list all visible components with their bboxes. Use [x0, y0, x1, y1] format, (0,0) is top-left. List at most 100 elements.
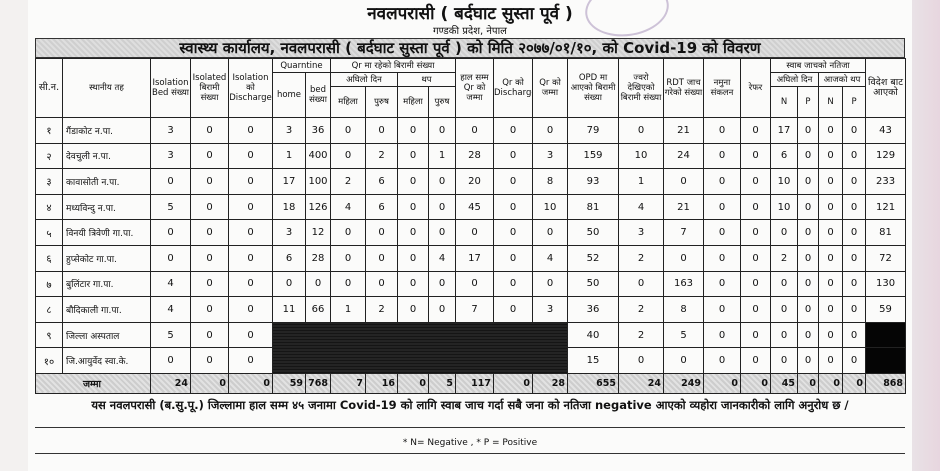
data-cell: 0	[797, 296, 819, 323]
data-cell: 0	[841, 296, 867, 323]
data-cell: 8	[663, 296, 704, 323]
data-cell: 0	[663, 347, 704, 374]
data-cell: 0	[818, 219, 843, 246]
data-cell: 0	[532, 270, 568, 298]
data-cell: 2	[618, 321, 664, 349]
total-cell: 28	[532, 372, 568, 394]
data-cell: 159	[567, 142, 619, 170]
data-cell: 10	[770, 193, 798, 221]
col-male: पुरुष	[428, 86, 456, 118]
data-cell: 0	[770, 347, 798, 374]
data-cell: 0	[190, 347, 229, 374]
data-cell: 0	[532, 219, 568, 246]
row-sn: १	[35, 117, 63, 144]
data-cell: 0	[841, 321, 867, 349]
col-opd: OPD मा आएको बिरामी संख्या	[567, 58, 619, 118]
data-cell: 0	[305, 270, 331, 298]
data-cell: 0	[397, 296, 429, 323]
data-cell: 79	[567, 117, 619, 144]
col-negative: N	[770, 86, 798, 118]
table-row: ५ विनयी त्रिवेणी गा.पा. 0 0 0 3 12 0 0 0 0 0 0 0 50 3 7 0…	[35, 219, 907, 246]
table-row: १० जि.आयुर्वेद स्वा.के. 0 0 0 15 0 0 0 0 0 0 0 0	[35, 347, 907, 374]
total-cell: 24	[150, 372, 191, 394]
legend-note: * N= Negative , * P = Positive	[402, 438, 538, 448]
data-cell: 0	[330, 244, 366, 272]
data-cell: 0	[740, 270, 771, 298]
data-cell: 52	[567, 244, 619, 272]
data-cell: 93	[567, 168, 619, 195]
data-cell: 0	[365, 117, 398, 144]
data-cell: 5	[663, 321, 704, 349]
table-row: ९ जिल्ला अस्पताल 5 0 0 40 2 5 0 0 0 0 0 0	[35, 321, 907, 349]
data-cell: 0	[397, 270, 429, 298]
data-cell: 4	[428, 244, 456, 272]
data-cell: 50	[567, 270, 619, 298]
row-local-level: बौदिकाली गा.पा.	[62, 296, 151, 323]
data-cell: 3	[532, 296, 568, 323]
data-cell: 10	[770, 168, 798, 195]
row-sn: २	[35, 142, 63, 170]
row-local-level: मध्यविन्दु न.पा.	[62, 193, 151, 221]
data-cell: 0	[818, 296, 843, 323]
data-cell: 0	[740, 219, 771, 246]
data-cell: 0	[618, 270, 664, 298]
data-cell: 3	[618, 219, 664, 246]
data-cell: 0	[190, 270, 229, 298]
data-cell: 0	[818, 193, 843, 221]
col-qr-discharge: Qr को Discharge	[493, 58, 533, 118]
data-cell: 17	[770, 117, 798, 144]
total-cell: 768	[305, 372, 331, 394]
total-cell: 24	[618, 372, 664, 394]
data-cell: 0	[770, 270, 798, 298]
row-local-level: हुप्सेकोट गा.पा.	[62, 244, 151, 272]
data-cell: 0	[150, 168, 191, 195]
data-cell: 20	[455, 168, 494, 195]
document-title: नवलपरासी ( बर्दघाट सुस्ता पूर्व )	[367, 4, 573, 24]
row-local-level: देवचुली न.पा.	[62, 142, 151, 170]
data-cell: 28	[455, 142, 494, 170]
data-cell: 0	[228, 193, 273, 221]
col-qr-total: Qr को जम्मा	[532, 58, 568, 118]
data-cell: 36	[567, 296, 619, 323]
data-cell: 0	[428, 117, 456, 144]
data-cell: 0	[663, 244, 704, 272]
data-cell: 0	[228, 296, 273, 323]
data-cell: 0	[703, 193, 741, 221]
page-edge	[912, 0, 940, 471]
data-cell: 0	[841, 270, 867, 298]
data-cell: 6	[272, 244, 306, 272]
total-cell: 45	[770, 372, 798, 394]
table-row: १ गैंडाकोट न.पा. 3 0 0 3 36 0 0 0 0 0 0 0 79 0 21 0 0 17 0 0 0…	[35, 117, 907, 144]
data-cell: 24	[663, 142, 704, 170]
data-cell: 0	[150, 219, 191, 246]
data-cell: 0	[740, 117, 771, 144]
data-cell: 6	[770, 142, 798, 170]
data-cell: 18	[272, 193, 306, 221]
data-cell: 0	[797, 117, 819, 144]
row-local-level: विनयी त्रिवेणी गा.पा.	[62, 219, 151, 246]
data-cell: 0	[703, 117, 741, 144]
data-cell: 11	[272, 296, 306, 323]
data-cell: 0	[740, 142, 771, 170]
data-cell: 0	[618, 347, 664, 374]
data-cell: 3	[150, 117, 191, 144]
data-cell: 4	[532, 244, 568, 272]
total-row: जम्मा 24 0 0 59 768 7 16 0 5 117 0 28 655 24 249 0 0 45 0 0 0…	[35, 372, 907, 394]
col-local-level: स्थानीय तह	[62, 58, 151, 118]
data-cell: 66	[305, 296, 331, 323]
data-cell: 0	[703, 142, 741, 170]
data-cell: 0	[770, 296, 798, 323]
data-cell: 0	[365, 244, 398, 272]
data-cell: 0	[703, 219, 741, 246]
total-cell: 655	[567, 372, 619, 394]
data-cell: 0	[618, 117, 664, 144]
table-body: १ गैंडाकोट न.पा. 3 0 0 3 36 0 0 0 0 0 0 0 79 0 21 0 0 17 0 0 0…	[35, 117, 907, 394]
table-row: ८ बौदिकाली गा.पा. 4 0 0 11 66 1 2 0 0 7 0 3 36 2 8 0 0 0 0 0 0…	[35, 296, 907, 323]
total-cell: 117	[455, 372, 494, 394]
data-cell: 17	[455, 244, 494, 272]
data-cell: 0	[190, 244, 229, 272]
data-cell: 0	[365, 270, 398, 298]
data-cell: 0	[663, 168, 704, 195]
data-cell: 0	[818, 321, 843, 349]
data-cell: 3	[532, 142, 568, 170]
